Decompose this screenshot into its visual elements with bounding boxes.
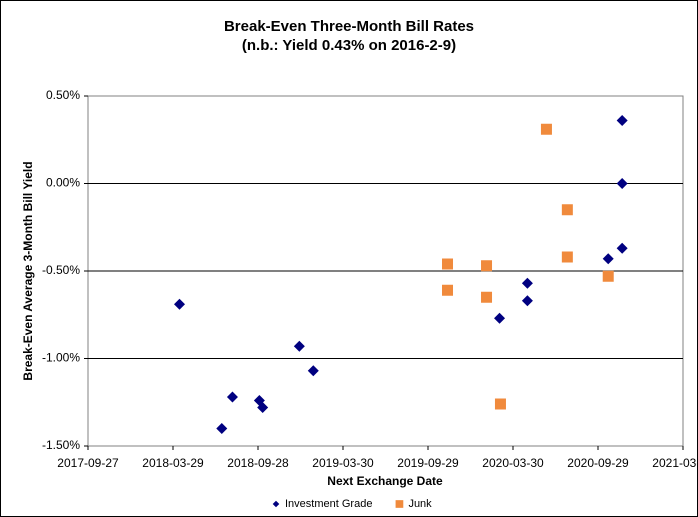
chart-subtitle: (n.b.: Yield 0.43% on 2016-2-9) [242,37,456,54]
x-tick-label: 2018-09-28 [227,456,289,470]
point [616,178,628,189]
x-axis-title: Next Exchange Date [327,474,443,488]
chart-title: Break-Even Three-Month Bill Rates [224,18,474,35]
x-tick-label: 2020-09-29 [567,456,629,470]
legend-marker [395,500,404,508]
point [521,295,533,307]
point [307,365,319,377]
point [216,423,228,434]
point [561,204,573,216]
y-tick-label: -1.50% [42,438,80,452]
legend-label: Investment Grade [285,498,372,510]
y-axis-title: Break-Even Average 3-Month Bill Yield [21,161,35,380]
x-tick-label: 2019-03-30 [312,456,374,470]
point [226,391,238,403]
point [561,251,573,263]
point [442,258,454,270]
point [540,123,552,135]
y-tick-label: -1.00% [42,351,80,365]
point [602,270,614,282]
point [481,291,493,303]
x-tick-label: 2020-03-30 [482,456,544,470]
point [293,340,305,352]
point [442,284,454,296]
point [616,115,628,126]
x-tick-label: 2018-03-29 [142,456,204,470]
point [174,298,186,310]
legend-label: Junk [408,498,432,510]
point [616,242,628,254]
y-tick-label: -0.50% [42,263,80,277]
point [602,253,614,265]
point [257,402,269,413]
point [494,398,506,410]
x-tick-label: 2019-09-29 [397,456,459,470]
point [494,312,506,324]
y-tick-label: 0.00% [46,176,80,190]
x-tick-label: 2017-09-27 [57,456,119,470]
x-tick-label: 2021-03-31 [652,456,698,470]
point [481,260,493,272]
point [521,277,533,289]
y-tick-label: 0.50% [46,88,80,102]
